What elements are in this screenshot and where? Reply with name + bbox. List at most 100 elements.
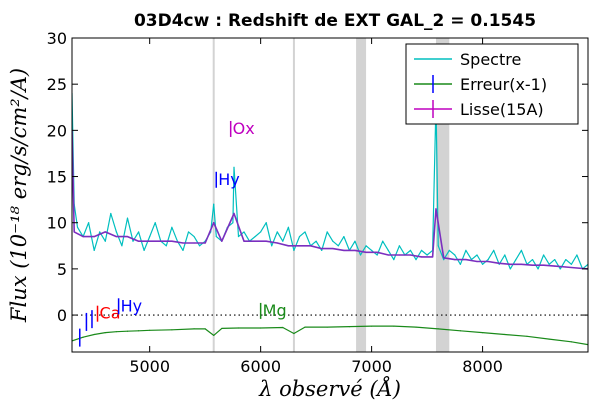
data-point	[143, 249, 145, 252]
data-point	[115, 331, 117, 333]
line-marker-label: Ox	[233, 119, 255, 138]
legend-label: Erreur(x-1)	[460, 75, 547, 94]
data-point	[260, 327, 262, 329]
data-point	[398, 245, 400, 247]
data-point	[287, 245, 289, 247]
data-point	[160, 240, 162, 242]
data-point	[343, 249, 345, 252]
data-point	[215, 235, 217, 238]
data-point	[415, 326, 417, 328]
data-point	[110, 212, 112, 215]
data-point	[559, 268, 561, 270]
data-point	[371, 325, 373, 327]
data-point	[260, 231, 262, 233]
data-point	[409, 249, 412, 252]
y-tick-label: 25	[47, 75, 67, 94]
plot-frame	[71, 37, 589, 353]
data-point	[104, 240, 106, 242]
data-point	[543, 264, 545, 266]
data-point	[337, 245, 339, 247]
data-point	[126, 235, 129, 238]
y-tick-label: 15	[47, 168, 67, 187]
data-point	[254, 235, 256, 238]
data-point	[304, 231, 306, 233]
data-point	[376, 254, 378, 256]
data-point	[493, 249, 495, 252]
data-point	[437, 328, 439, 330]
data-point	[93, 333, 95, 336]
data-point	[287, 226, 289, 228]
data-point	[520, 263, 523, 265]
data-point	[348, 326, 351, 328]
data-point	[121, 245, 123, 247]
data-point	[126, 330, 129, 332]
data-point	[415, 259, 417, 261]
data-point	[476, 254, 478, 256]
y-tick-label: 30	[47, 29, 67, 48]
data-point	[454, 254, 456, 256]
legend-label: Lisse(15A)	[460, 100, 544, 119]
data-point	[282, 240, 284, 242]
data-point	[182, 242, 184, 244]
data-point	[232, 222, 234, 224]
data-point	[213, 334, 215, 336]
x-tick-label: 7000	[351, 357, 392, 376]
data-point	[93, 249, 95, 252]
data-point	[476, 260, 478, 263]
data-point	[126, 217, 129, 219]
data-point	[237, 327, 240, 329]
data-point	[276, 231, 278, 233]
data-point	[104, 231, 106, 233]
data-point	[432, 256, 434, 258]
data-point	[298, 235, 301, 238]
series-spectre	[72, 93, 588, 270]
data-point	[565, 259, 567, 261]
data-point	[199, 245, 201, 247]
data-point	[576, 254, 578, 256]
data-point	[237, 235, 240, 238]
data-point	[93, 235, 95, 238]
data-point	[465, 249, 467, 252]
data-point	[213, 203, 215, 205]
x-tick-label: 6000	[240, 357, 281, 376]
data-point	[487, 260, 489, 263]
data-point	[149, 240, 151, 242]
data-point	[387, 254, 389, 256]
data-point	[115, 231, 117, 233]
y-axis-label: Flux (10⁻¹⁸ erg/s/cm²/A)	[7, 68, 31, 323]
data-point	[515, 259, 517, 261]
data-point	[321, 247, 323, 250]
data-point	[498, 262, 500, 264]
data-point	[182, 249, 184, 252]
data-point	[570, 341, 572, 343]
data-point	[459, 330, 461, 332]
data-point	[359, 254, 362, 256]
data-point	[365, 251, 367, 253]
data-point	[326, 326, 328, 328]
data-point	[221, 327, 223, 330]
x-tick-label: 5000	[129, 357, 170, 376]
data-point	[354, 240, 356, 242]
x-tick-label: 8000	[462, 357, 503, 376]
data-point	[509, 263, 511, 265]
data-point	[204, 328, 206, 330]
data-point	[293, 249, 295, 252]
data-point	[393, 325, 395, 327]
data-point	[454, 259, 456, 261]
data-point	[354, 249, 356, 252]
data-point	[82, 336, 84, 338]
data-point	[293, 332, 295, 335]
data-point	[443, 259, 445, 261]
data-point	[187, 231, 190, 233]
data-point	[548, 338, 550, 340]
data-point	[371, 249, 373, 252]
data-point	[437, 245, 439, 247]
data-point	[481, 332, 484, 334]
data-point	[171, 329, 173, 331]
data-point	[554, 259, 556, 261]
data-point	[132, 240, 134, 242]
data-point	[332, 247, 334, 250]
line-marker-label: Mg	[263, 301, 287, 320]
data-point	[426, 254, 428, 256]
data-point	[343, 235, 345, 238]
